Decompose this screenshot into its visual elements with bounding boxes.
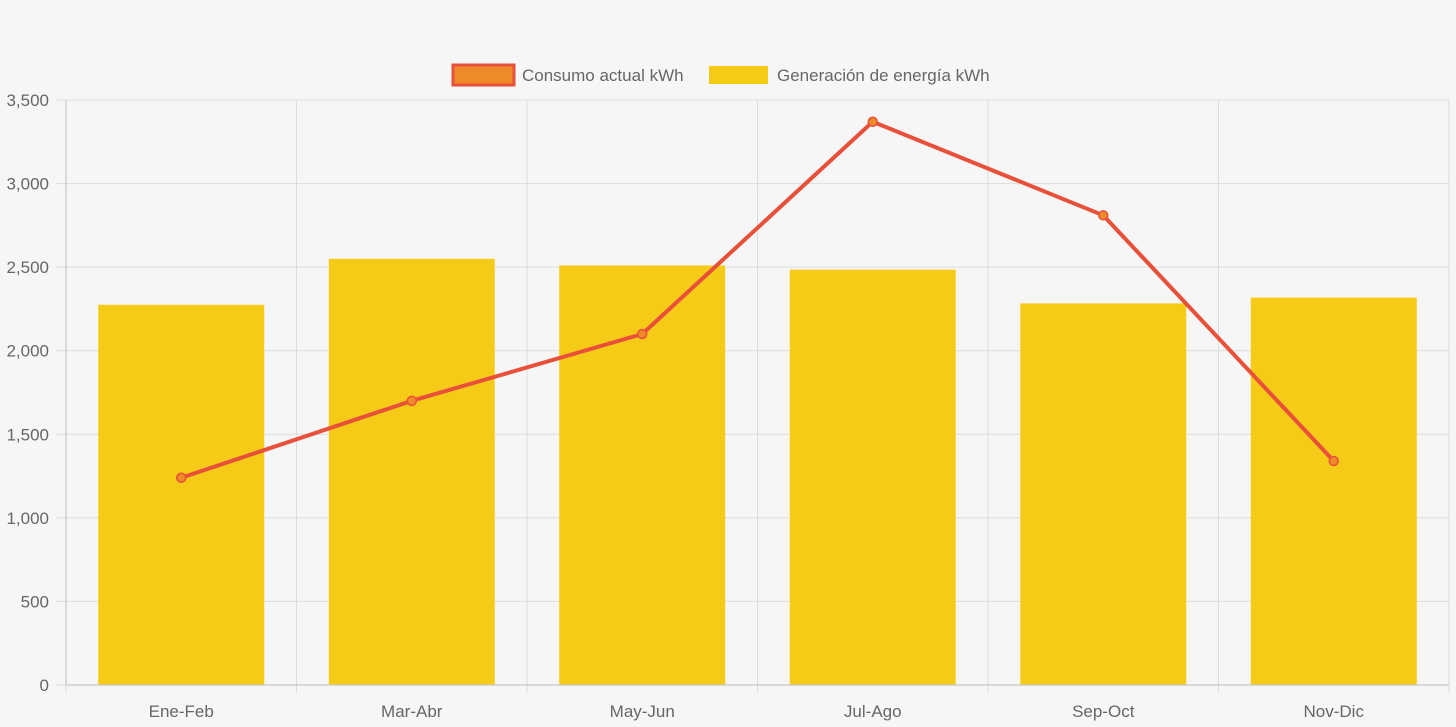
x-tick-label: Jul-Ago	[844, 702, 902, 721]
legend[interactable]: Consumo actual kWh Generación de energía…	[451, 63, 990, 87]
legend-item-generacion[interactable]: Generación de energía kWh	[709, 66, 990, 85]
bar-generacion	[328, 258, 495, 685]
line-consumo	[180, 119, 1336, 480]
bar-generacion	[789, 269, 956, 685]
point-consumo	[1328, 455, 1339, 467]
line-series	[176, 116, 1339, 483]
point-consumo	[176, 472, 187, 483]
x-tick-label: Ene-Feb	[149, 702, 214, 721]
bar-generacion	[98, 304, 265, 685]
x-tick-label: Nov-Dic	[1304, 702, 1365, 721]
grid	[56, 99, 1450, 693]
bar-generacion	[559, 265, 726, 685]
y-tick-label: 2,500	[6, 258, 49, 277]
legend-label-generacion: Generación de energía kWh	[777, 66, 990, 85]
point-consumo	[867, 116, 878, 127]
legend-swatch-generacion	[709, 66, 768, 84]
bar-generacion	[1020, 303, 1187, 685]
bar-generacion	[1250, 297, 1417, 685]
y-tick-label: 3,500	[6, 91, 49, 110]
x-tick-label: May-Jun	[610, 702, 675, 721]
point-consumo	[406, 395, 417, 407]
bar-series	[98, 258, 1417, 685]
legend-swatch-consumo	[451, 63, 516, 87]
y-tick-label: 1,500	[6, 425, 49, 444]
legend-label-consumo: Consumo actual kWh	[522, 66, 684, 85]
y-tick-label: 500	[21, 592, 49, 611]
y-tick-label: 1,000	[6, 509, 49, 528]
point-consumo	[1098, 210, 1109, 221]
y-tick-label: 3,000	[6, 175, 49, 194]
legend-item-consumo[interactable]: Consumo actual kWh	[451, 63, 684, 87]
y-tick-label: 2,000	[6, 342, 49, 361]
y-tick-label: 0	[40, 676, 49, 695]
axes: 0 500 1,000 1,500 2,000 2,500 3,000 3,500 Ene-Fe…	[6, 91, 1449, 721]
point-consumo	[637, 328, 648, 340]
x-tick-label: Mar-Abr	[381, 702, 443, 721]
x-tick-label: Sep-Oct	[1072, 702, 1135, 721]
